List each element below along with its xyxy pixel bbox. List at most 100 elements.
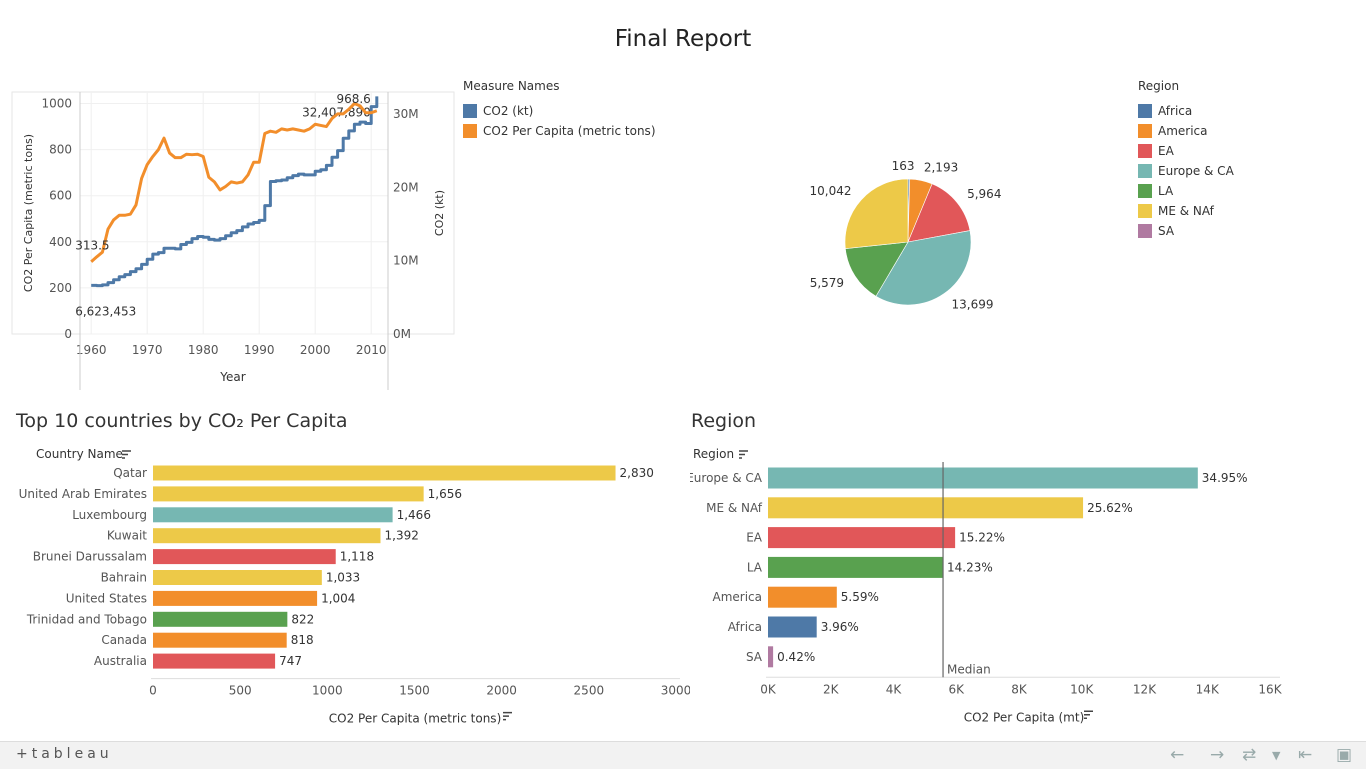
legend-swatch	[1138, 224, 1152, 238]
legend-item[interactable]: LA	[1138, 181, 1234, 201]
region-pie-chart[interactable]: 163 2,193 5,964 13,699 5,579 10,042	[790, 150, 1030, 330]
revert-icon[interactable]: ⇄	[1242, 745, 1257, 765]
pie-slice	[875, 230, 972, 306]
x-tick-label: 0	[149, 684, 157, 698]
bar	[768, 497, 1084, 519]
bar-category-label: Brunei Darussalam	[33, 550, 147, 564]
x-tick-label: 16K	[1258, 682, 1282, 696]
region-bar-chart[interactable]: Region Europe & CA 34.95% ME & NAf 25.62% EA 1…	[690, 440, 1366, 730]
y2-tick-label: 0M	[393, 327, 411, 341]
bar-category-label: United Arab Emirates	[19, 487, 147, 501]
bar-value-label: 0.42%	[777, 650, 815, 664]
legend-item[interactable]: CO2 (kt)	[463, 101, 656, 121]
legend-item[interactable]: EA	[1138, 141, 1234, 161]
y2-tick-label: 10M	[393, 254, 419, 268]
legend-item[interactable]: ME & NAf	[1138, 201, 1234, 221]
legend-swatch	[463, 104, 477, 118]
pie-slice	[845, 241, 909, 297]
tableau-logo[interactable]: +tableau	[16, 746, 113, 762]
y-axis-title: CO2 Per Capita (metric tons)	[22, 134, 35, 292]
x-tick-label: 12K	[1133, 682, 1157, 696]
bar	[153, 570, 322, 585]
bar-category-label: ME & NAf	[706, 501, 763, 515]
report-title: Final Report	[614, 26, 752, 52]
legend-label: Europe & CA	[1158, 164, 1234, 178]
x-tick-label: 2K	[823, 682, 840, 696]
legend-item[interactable]: Europe & CA	[1138, 161, 1234, 181]
country-bar-chart[interactable]: Country Name Qatar 2,830 United Arab Emirat…	[0, 440, 690, 730]
y-tick-label: 800	[49, 143, 72, 157]
bar-value-label: 1,392	[385, 529, 419, 543]
bar-value-label: 1,004	[321, 591, 355, 605]
legend-label: EA	[1158, 144, 1174, 158]
legend-label: America	[1158, 124, 1208, 138]
x-tick-label: 2000	[486, 684, 517, 698]
bar-category-label: United States	[66, 591, 147, 605]
bar	[768, 467, 1198, 489]
legend-item[interactable]: America	[1138, 121, 1234, 141]
bar	[768, 616, 817, 638]
x-tick-label: 1980	[188, 343, 219, 357]
undo-icon[interactable]: ←	[1170, 745, 1185, 765]
legend-label: LA	[1158, 184, 1174, 198]
x-tick-label: 6K	[948, 682, 965, 696]
bar	[153, 465, 616, 481]
legend-swatch	[1138, 144, 1152, 158]
x-tick-label: 1000	[312, 684, 343, 698]
pie-slice-label: 2,193	[924, 161, 958, 175]
series-data-label: 6,623,453	[75, 304, 136, 318]
bar-value-label: 822	[291, 612, 314, 626]
legend-swatch	[1138, 204, 1152, 218]
x-tick-label: 2010	[356, 343, 387, 357]
series-line	[91, 96, 379, 288]
legend-label: Africa	[1158, 104, 1193, 118]
y2-tick-label: 20M	[393, 180, 419, 194]
bar	[768, 646, 774, 668]
bar-category-label: SA	[746, 650, 763, 664]
bar	[153, 549, 336, 565]
row-header: Country Name	[36, 447, 123, 461]
bar	[153, 653, 276, 669]
pie-slice-label: 13,699	[951, 297, 993, 311]
bar-value-label: 1,033	[326, 571, 360, 585]
bar	[153, 611, 288, 627]
sort-icon	[122, 450, 131, 459]
pie-slice-label: 10,042	[810, 184, 852, 198]
series-data-label: 968.6	[336, 92, 370, 106]
legend-title: Measure Names	[463, 79, 560, 93]
line-chart[interactable]: 0 200 400 600 800 1000 1960 1970 1980 1990 2000 201…	[0, 70, 460, 400]
bar	[768, 556, 944, 578]
bar-value-label: 5.59%	[841, 590, 879, 604]
bar	[153, 528, 381, 544]
bar-value-label: 14.23%	[947, 560, 993, 574]
y-tick-label: 1000	[41, 97, 72, 111]
fullscreen-icon[interactable]: ▣	[1336, 745, 1353, 765]
bar-category-label: LA	[747, 560, 763, 574]
toolbar: +tableau ← → ⇄ ▼ ⇤ ▣	[0, 741, 1366, 769]
legend-swatch	[1138, 164, 1152, 178]
bar-category-label: Australia	[94, 654, 147, 668]
bar-value-label: 747	[279, 654, 302, 668]
bar-value-label: 1,466	[397, 508, 431, 522]
legend-item[interactable]: CO2 Per Capita (metric tons)	[463, 121, 656, 141]
x-tick-label: 10K	[1070, 682, 1094, 696]
x-tick-label: 14K	[1196, 682, 1220, 696]
measure-names-legend[interactable]: Measure Names CO2 (kt) CO2 Per Capita (me…	[463, 79, 656, 141]
chevron-down-icon[interactable]: ▼	[1272, 749, 1281, 762]
region-legend[interactable]: Region Africa America EA Europe & CA LA ME & …	[1138, 79, 1234, 241]
first-page-icon[interactable]: ⇤	[1298, 745, 1313, 765]
pie-slice-label: 5,964	[967, 187, 1001, 201]
bar-category-label: Trinidad and Tobago	[26, 612, 147, 626]
bar	[153, 590, 318, 606]
x-tick-label: 2000	[300, 343, 331, 357]
sort-icon	[1084, 710, 1093, 720]
x-axis-title: CO2 Per Capita (mt)	[964, 710, 1085, 724]
redo-icon[interactable]: →	[1210, 745, 1225, 765]
y2-tick-label: 30M	[393, 107, 419, 121]
row-header: Region	[693, 447, 734, 461]
legend-item[interactable]: SA	[1138, 221, 1234, 241]
bar-value-label: 15.22%	[959, 531, 1005, 545]
legend-item[interactable]: Africa	[1138, 101, 1234, 121]
bar-value-label: 1,118	[340, 550, 374, 564]
bar-category-label: Luxembourg	[72, 508, 147, 522]
